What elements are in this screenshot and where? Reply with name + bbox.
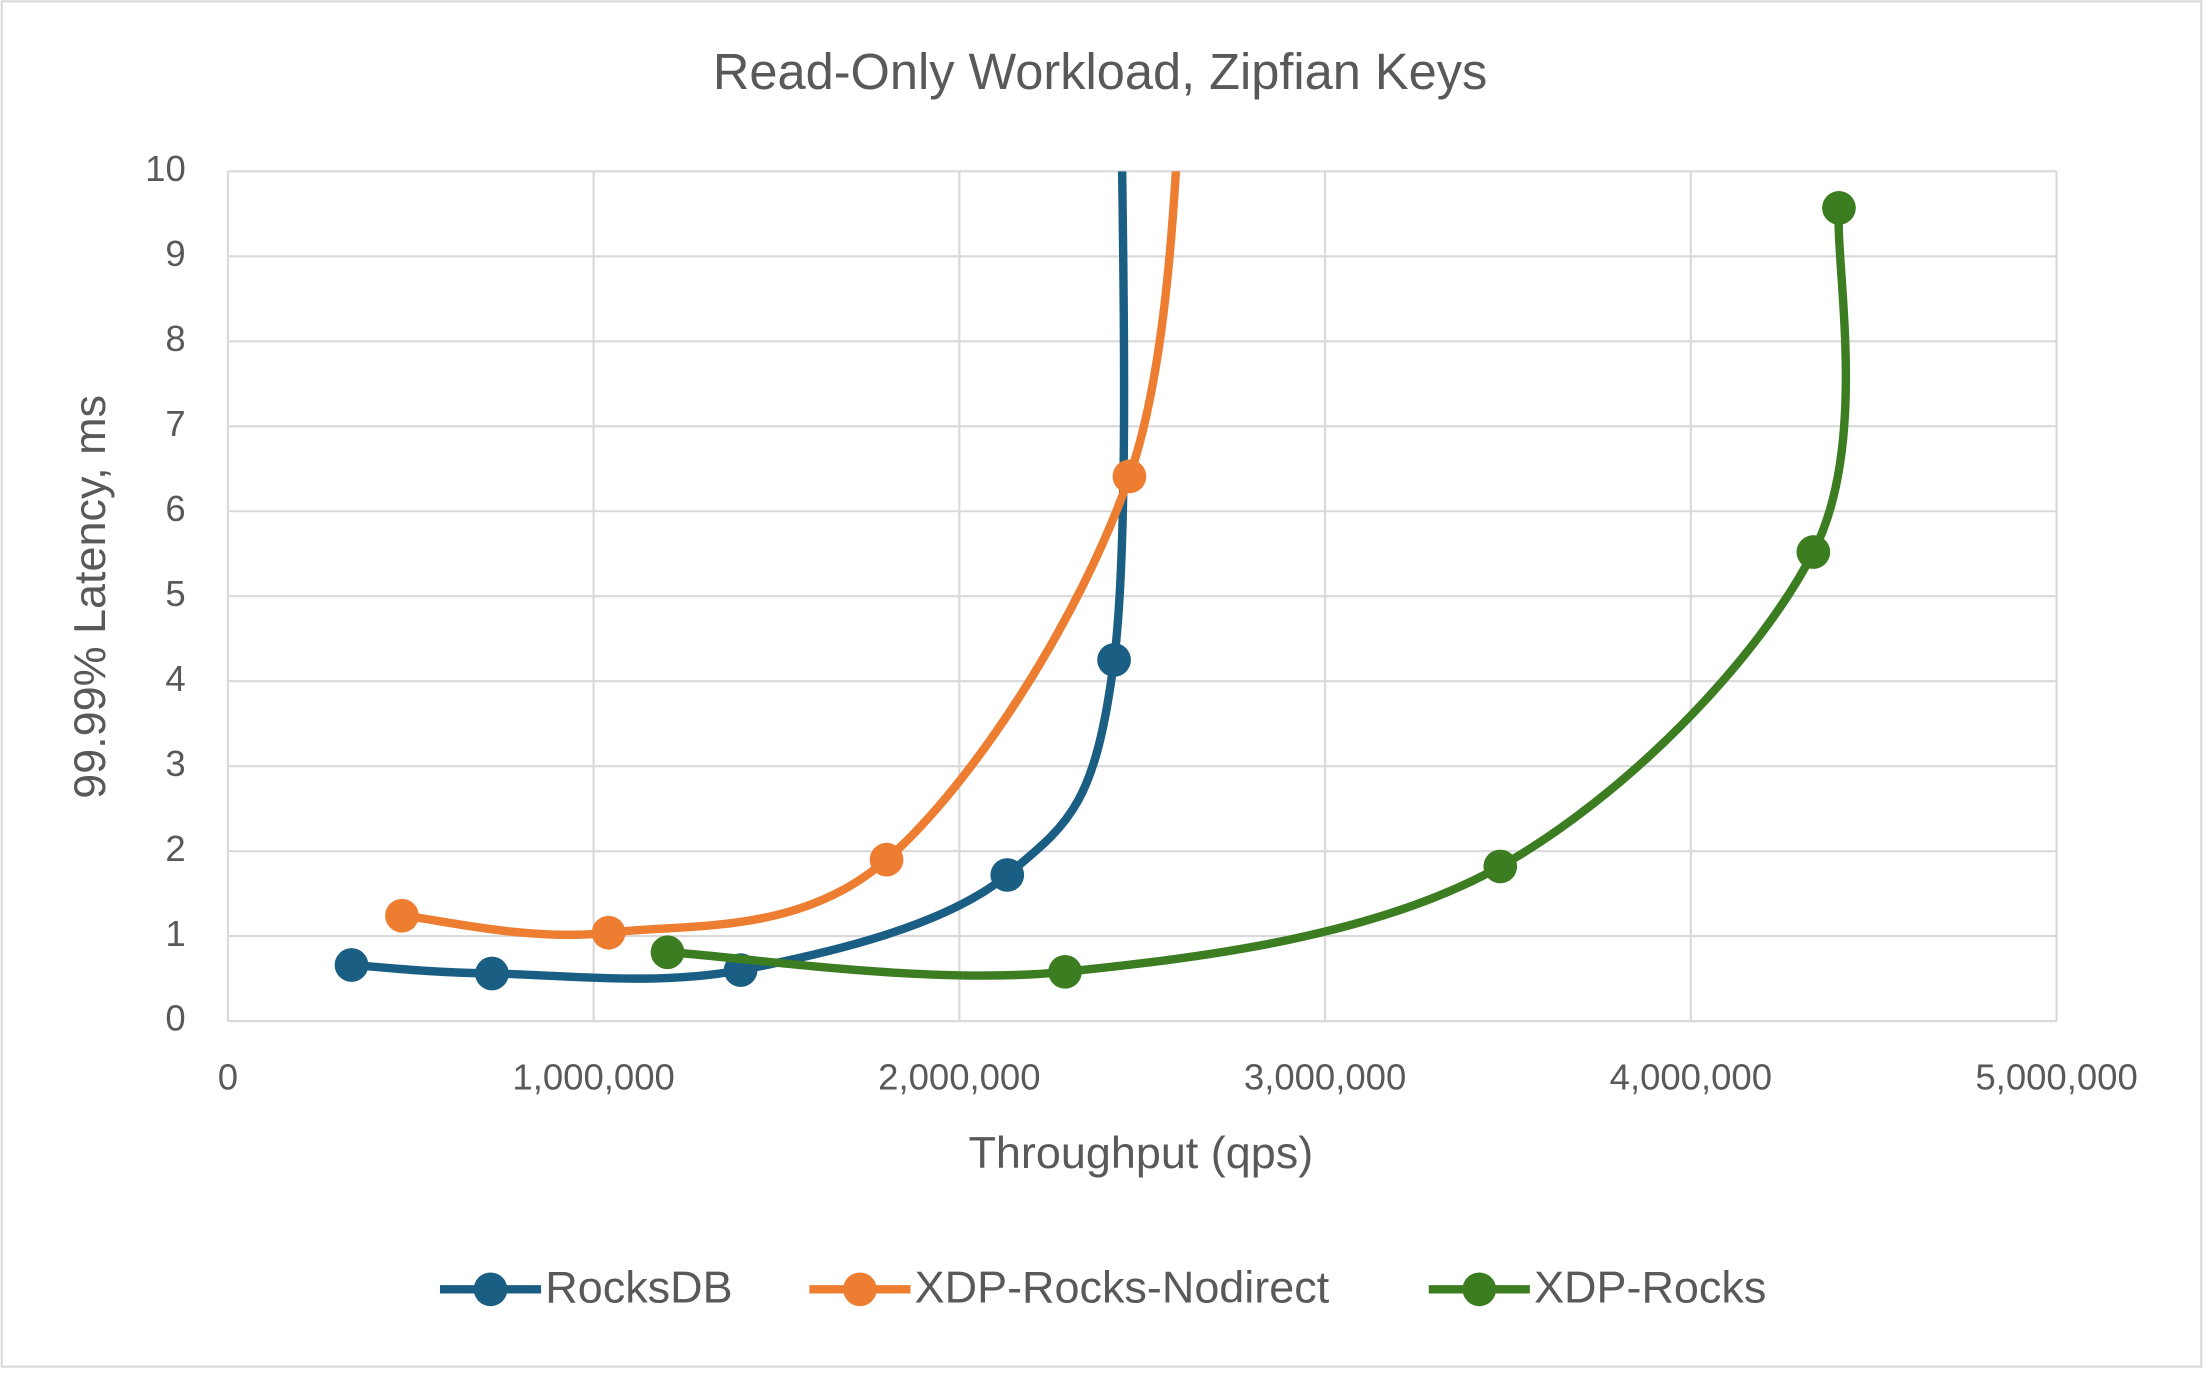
y-tick-label: 8 xyxy=(165,318,185,359)
data-point xyxy=(1112,459,1147,494)
data-point xyxy=(334,948,369,982)
x-tick-label: 3,000,000 xyxy=(1244,1057,1406,1098)
series-line xyxy=(347,171,1129,983)
y-tick-label: 10 xyxy=(145,148,186,189)
y-tick-label: 9 xyxy=(165,233,185,274)
data-point xyxy=(1483,849,1518,884)
y-tick-label: 7 xyxy=(165,403,185,444)
x-tick-label: 0 xyxy=(218,1057,238,1098)
y-tick-label: 5 xyxy=(165,573,185,614)
data-point xyxy=(869,842,904,877)
y-tick-label: 2 xyxy=(165,828,185,869)
y-axis-title: 99.99% Latency, ms xyxy=(64,395,115,799)
data-point xyxy=(385,898,419,933)
legend-marker xyxy=(843,1272,877,1307)
legend-marker xyxy=(473,1272,508,1307)
data-point xyxy=(990,858,1025,892)
legend: RocksDB XDP-Rocks-Nodirect XDP-Rocks xyxy=(439,1262,1766,1313)
x-tick-label: 4,000,000 xyxy=(1610,1057,1772,1098)
data-point xyxy=(591,915,626,950)
data-point xyxy=(1796,535,1831,569)
y-tick-label: 3 xyxy=(165,743,185,784)
y-tick-label: 4 xyxy=(165,658,185,699)
data-point xyxy=(1822,191,1856,225)
legend-label: XDP-Rocks xyxy=(1534,1262,1766,1313)
grid: 0 1 2 3 4 5 6 7 8 9 10 0 1,000,000 2,000,000 3,000,000… xyxy=(145,148,2138,1098)
chart-title: Read-Only Workload, Zipfian Keys xyxy=(713,43,1487,100)
x-tick-label: 2,000,000 xyxy=(878,1057,1040,1098)
y-tick-label: 0 xyxy=(165,998,185,1039)
x-tick-label: 1,000,000 xyxy=(512,1057,674,1098)
data-point xyxy=(650,935,685,970)
x-tick-label: 5,000,000 xyxy=(1975,1057,2137,1098)
data-point xyxy=(475,956,509,991)
legend-marker xyxy=(1462,1272,1497,1307)
data-point xyxy=(1097,643,1131,677)
data-point xyxy=(1048,954,1082,989)
legend-label: XDP-Rocks-Nodirect xyxy=(915,1262,1330,1313)
y-tick-label: 1 xyxy=(165,913,185,954)
plot-area xyxy=(334,171,1856,991)
legend-label: RocksDB xyxy=(545,1262,732,1313)
series-line xyxy=(397,171,1181,940)
y-tick-label: 6 xyxy=(165,488,185,529)
x-axis-title: Throughput (qps) xyxy=(968,1127,1313,1178)
